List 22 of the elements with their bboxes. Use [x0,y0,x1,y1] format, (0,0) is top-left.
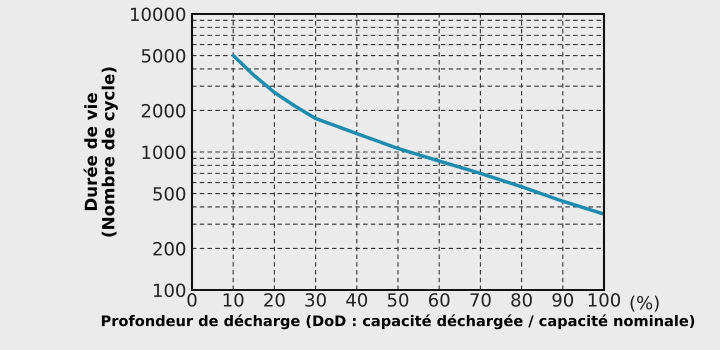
x-tick-label: 60 [428,293,450,307]
x-tick-label: 50 [388,293,408,307]
x-axis-title: Profondeur de décharge (DoD : capacité déchargée / capacité nominale) [102,314,694,330]
x-tick-label: 10 [224,293,244,307]
y-tick-label: 100 [154,283,186,298]
x-tick-label: 70 [470,293,491,307]
y-tick-label: 2000 [142,104,186,118]
x-tick-label: 0 [187,293,197,307]
x-tick-label: 40 [346,293,368,307]
y-tick-label: 200 [153,242,186,256]
x-tick-label: 20 [264,293,285,307]
x-tick-label: 100 [588,293,620,307]
y-tick-label: 10000 [130,7,186,22]
y-tick-label: 1000 [142,145,186,160]
line-series [231,54,604,216]
y-tick-label: 500 [153,187,186,201]
y-tick-label: 5000 [142,49,186,63]
y-axis-title: Durée de vie (Nombre de cycle) [84,67,118,237]
x-tick-label: 30 [305,293,326,307]
x-tick-label: 90 [552,293,574,307]
text: (%) [630,296,659,312]
x-tick-label: 80 [511,293,532,307]
